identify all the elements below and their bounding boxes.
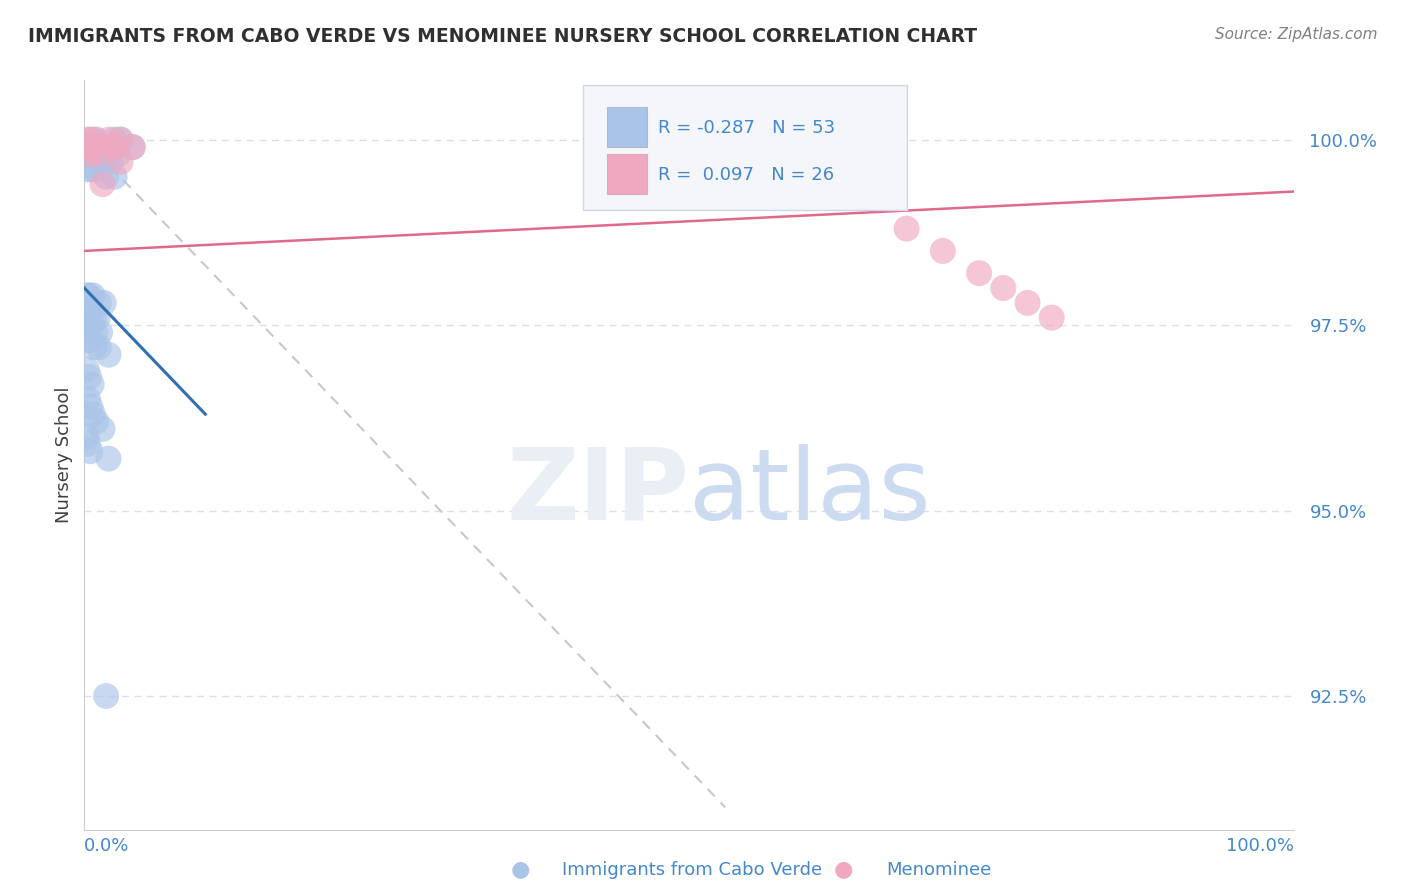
Point xyxy=(77,392,100,407)
Text: R = -0.287   N = 53: R = -0.287 N = 53 xyxy=(658,119,835,136)
Point xyxy=(97,451,120,466)
Text: 100.0%: 100.0% xyxy=(1226,837,1294,855)
Point xyxy=(83,133,105,147)
Point xyxy=(89,326,111,340)
Point xyxy=(1040,310,1063,325)
Point xyxy=(97,348,120,362)
Point xyxy=(104,169,127,184)
Point xyxy=(77,288,100,302)
Text: ●: ● xyxy=(834,860,853,880)
Point xyxy=(690,133,713,147)
Point xyxy=(76,362,98,376)
Point xyxy=(76,303,98,318)
Point xyxy=(94,169,117,184)
Point xyxy=(762,140,785,154)
Point xyxy=(725,133,748,147)
Point xyxy=(121,140,143,154)
Point xyxy=(77,147,100,161)
Text: ●: ● xyxy=(510,860,530,880)
Text: atlas: atlas xyxy=(689,444,931,541)
Text: Menominee: Menominee xyxy=(886,861,991,879)
Point xyxy=(87,140,110,154)
Point xyxy=(80,377,103,392)
Point xyxy=(83,310,105,325)
Text: 0.0%: 0.0% xyxy=(84,837,129,855)
Point xyxy=(993,281,1015,295)
Point xyxy=(104,140,127,154)
Text: IMMIGRANTS FROM CABO VERDE VS MENOMINEE NURSERY SCHOOL CORRELATION CHART: IMMIGRANTS FROM CABO VERDE VS MENOMINEE … xyxy=(28,27,977,45)
Point xyxy=(86,415,108,429)
Point xyxy=(91,154,114,169)
Point xyxy=(665,133,688,147)
Point xyxy=(79,147,101,161)
Point xyxy=(79,333,101,347)
Point xyxy=(76,318,98,332)
Point xyxy=(79,133,101,147)
Point xyxy=(110,133,132,147)
Point xyxy=(87,147,110,161)
Point xyxy=(896,221,918,235)
Point xyxy=(799,140,821,154)
Point xyxy=(86,133,108,147)
Point xyxy=(91,422,114,436)
Point xyxy=(79,303,101,318)
Point xyxy=(77,318,100,332)
Point xyxy=(84,326,107,340)
Point xyxy=(83,154,105,169)
Point xyxy=(104,133,127,147)
Point xyxy=(77,333,100,347)
Point xyxy=(76,147,98,161)
Point xyxy=(79,400,101,414)
Point xyxy=(77,162,100,177)
Point xyxy=(87,340,110,354)
Point xyxy=(1017,296,1039,310)
Point xyxy=(77,303,100,318)
Point xyxy=(80,318,103,332)
Point xyxy=(86,310,108,325)
Point xyxy=(79,444,101,458)
Point xyxy=(83,340,105,354)
Point xyxy=(91,177,114,191)
Point xyxy=(77,437,100,451)
Point xyxy=(77,370,100,384)
Text: Source: ZipAtlas.com: Source: ZipAtlas.com xyxy=(1215,27,1378,42)
Point xyxy=(110,154,132,169)
Point xyxy=(77,140,100,154)
Point xyxy=(87,296,110,310)
Point xyxy=(93,296,115,310)
Point xyxy=(77,140,100,154)
Point xyxy=(76,429,98,443)
Text: Immigrants from Cabo Verde: Immigrants from Cabo Verde xyxy=(562,861,823,879)
Point xyxy=(76,288,98,302)
Point xyxy=(82,288,104,302)
Point xyxy=(932,244,955,258)
Point xyxy=(86,140,108,154)
Point xyxy=(97,133,120,147)
Point xyxy=(80,162,103,177)
Point xyxy=(77,133,100,147)
Text: R =  0.097   N = 26: R = 0.097 N = 26 xyxy=(658,166,834,184)
Point xyxy=(82,407,104,421)
Point xyxy=(859,147,882,161)
Point xyxy=(617,133,640,147)
Point xyxy=(110,133,132,147)
Point xyxy=(94,689,117,703)
Y-axis label: Nursery School: Nursery School xyxy=(55,386,73,524)
Point xyxy=(86,162,108,177)
Point xyxy=(107,147,129,161)
Point xyxy=(121,140,143,154)
Point xyxy=(82,140,104,154)
Point xyxy=(835,140,858,154)
Point xyxy=(967,266,990,280)
Text: ZIP: ZIP xyxy=(506,444,689,541)
Point xyxy=(97,147,120,161)
Point xyxy=(100,154,122,169)
